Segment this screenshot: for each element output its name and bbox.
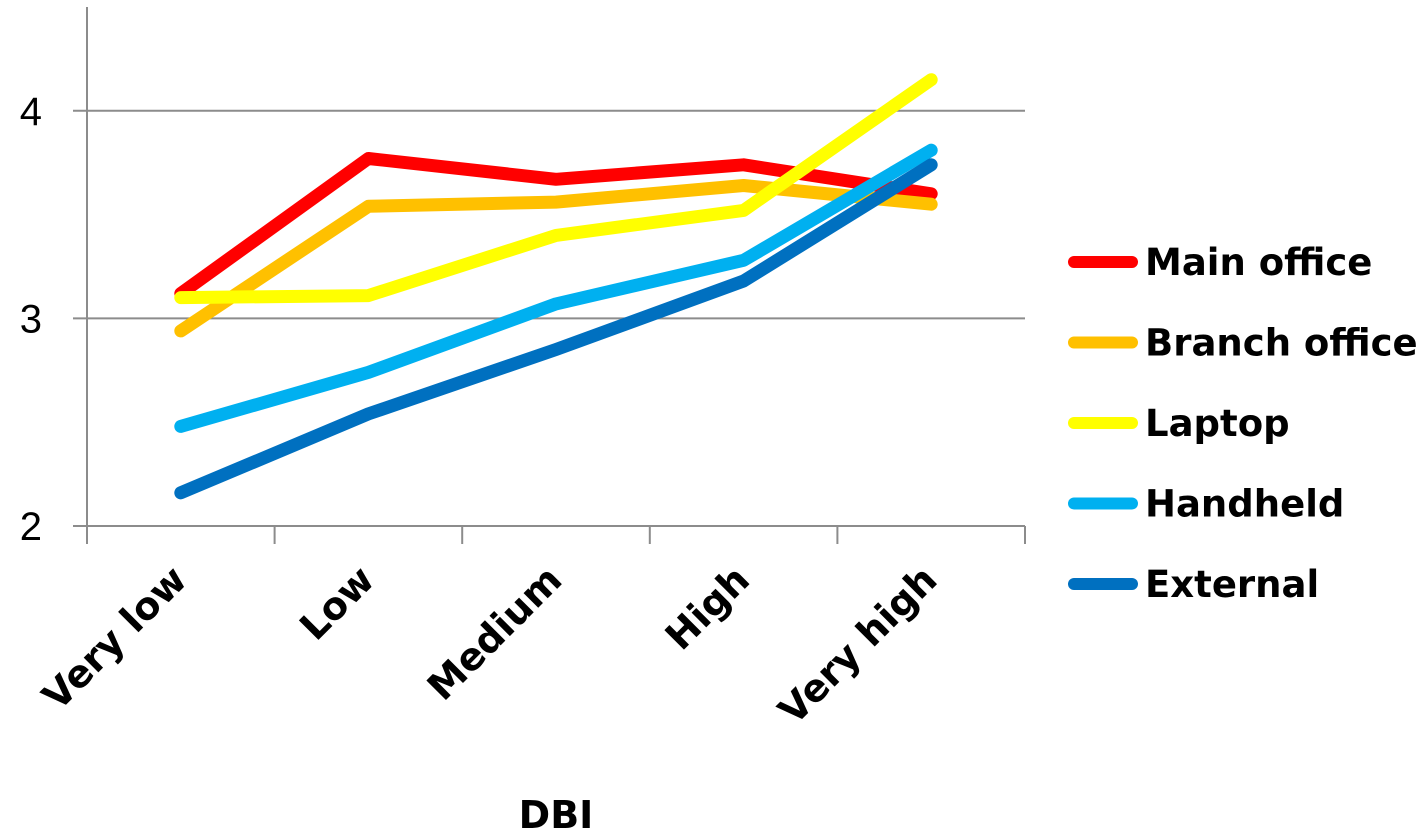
y-tick-label: 4 [20,90,42,134]
x-tick-label: Very high [770,557,945,732]
y-tick-label: 2 [20,505,42,549]
legend-item-main-office: Main office [1068,241,1372,284]
legend-label: Laptop [1145,402,1290,445]
legend-item-branch-office: Branch office [1068,322,1418,365]
x-tick-label: High [657,557,758,658]
x-tick-label: Medium [419,557,571,709]
y-tick-label: 3 [20,297,42,341]
x-tick-label: Low [291,557,383,649]
y-tick-labels: 2 3 4 [20,90,42,549]
x-tick-label: Very low [34,557,195,718]
series-line-main-office [174,152,938,300]
legend-item-laptop: Laptop [1068,402,1290,445]
legend-label: Main office [1145,241,1372,284]
series-lines [174,73,938,500]
legend-label: External [1145,563,1319,606]
axes [73,7,1026,544]
series-line-handheld [174,143,938,433]
series-line-laptop [174,73,938,305]
series-line-external [174,158,938,500]
legend-label: Handheld [1145,483,1344,526]
gridlines [73,109,1025,320]
legend-label: Branch office [1145,322,1418,365]
legend-item-external: External [1068,563,1319,606]
series-line-branch-office [174,179,938,338]
legend-item-handheld: Handheld [1068,483,1344,526]
x-axis-title: DBI [519,793,594,836]
legend: Main office Branch office Laptop Handheld Ex… [1068,241,1418,606]
x-tick-labels: Very low Low Medium High Very high [34,557,946,732]
